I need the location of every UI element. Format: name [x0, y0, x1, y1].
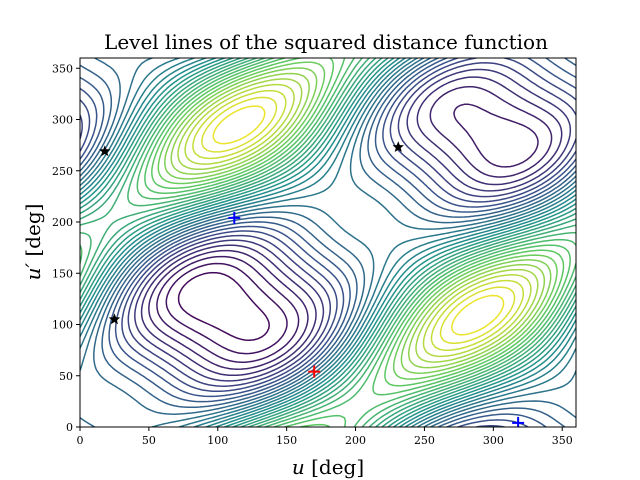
x-tick-label: 350 [552, 434, 573, 447]
x-axis-symbol: u [292, 455, 305, 479]
y-tick-label: 100 [52, 319, 73, 332]
contour-level [177, 78, 539, 363]
y-tick-label: 50 [59, 370, 73, 383]
plot-frame [79, 57, 577, 428]
y-axis-symbol: u′ [21, 263, 45, 281]
contour-level [201, 96, 516, 345]
y-tick-label: 150 [52, 267, 73, 280]
star-marker [99, 145, 111, 157]
contour-level [80, 62, 576, 387]
blue-plus-marker [228, 211, 241, 224]
red-plus-marker [308, 365, 321, 378]
contour-level [80, 58, 576, 427]
contour-level [140, 76, 563, 377]
x-tick-label: 100 [207, 434, 228, 447]
contour-level [80, 58, 576, 427]
critical-point-markers [99, 141, 525, 427]
x-tick-label: 0 [77, 434, 84, 447]
x-tick-label: 150 [276, 434, 297, 447]
x-axis-ticks: 0 50 100 150 200 250 300 350 [77, 427, 573, 447]
contour-level [170, 72, 546, 369]
contour-level [157, 61, 558, 380]
y-axis-label: u′ [deg] [21, 204, 45, 281]
contour-level [80, 58, 576, 427]
chart-title: Level lines of the squared distance func… [104, 30, 548, 54]
x-tick-label: 50 [142, 434, 156, 447]
contour-level [212, 105, 505, 336]
star-marker [392, 141, 404, 152]
y-axis-unit: [deg] [21, 204, 45, 257]
x-tick-label: 300 [483, 434, 504, 447]
y-tick-label: 350 [52, 62, 73, 75]
contour-level [192, 89, 525, 352]
contour-level [148, 85, 553, 370]
contour-level [165, 262, 288, 355]
y-tick-label: 250 [52, 165, 73, 178]
y-axis-ticks: 0 50 100 150 200 250 300 350 [52, 62, 80, 434]
x-axis-label: u [deg] [292, 455, 364, 479]
y-tick-label: 0 [66, 421, 73, 434]
x-tick-label: 200 [345, 434, 366, 447]
contour-level [156, 103, 539, 363]
y-tick-label: 300 [52, 114, 73, 127]
contour-level [164, 67, 552, 374]
contour-level [177, 271, 270, 342]
contour-level [184, 83, 532, 358]
x-axis-unit: [deg] [311, 455, 364, 479]
star-marker [108, 313, 121, 325]
x-tick-label: 250 [414, 434, 435, 447]
contour-level [134, 68, 572, 382]
y-tick-label: 200 [52, 216, 73, 229]
contour-level [80, 58, 576, 427]
contour-lines [80, 58, 576, 427]
